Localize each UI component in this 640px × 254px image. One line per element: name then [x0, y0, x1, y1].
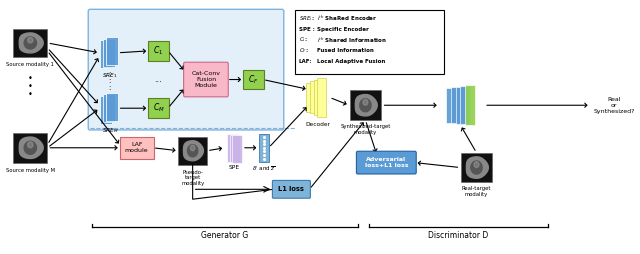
Text: Real
or
Synthesized?: Real or Synthesized?: [593, 97, 635, 114]
Text: ...: ...: [154, 75, 163, 84]
Polygon shape: [28, 142, 33, 148]
FancyBboxPatch shape: [314, 80, 322, 115]
Text: $i^{th}$ Shared Information: $i^{th}$ Shared Information: [317, 35, 387, 45]
Text: Adversarial
loss+L1 loss: Adversarial loss+L1 loss: [365, 157, 408, 168]
Text: $SRE_M$: $SRE_M$: [102, 126, 118, 135]
Polygon shape: [360, 99, 371, 112]
Polygon shape: [188, 145, 198, 157]
Text: $i^{th}$ ShaRed Encoder: $i^{th}$ ShaRed Encoder: [317, 13, 378, 23]
Text: $C_1$: $C_1$: [154, 45, 164, 57]
FancyBboxPatch shape: [451, 87, 460, 123]
FancyBboxPatch shape: [103, 39, 115, 67]
Polygon shape: [363, 99, 368, 105]
FancyBboxPatch shape: [100, 96, 113, 123]
FancyBboxPatch shape: [356, 151, 416, 174]
Polygon shape: [19, 137, 44, 158]
FancyBboxPatch shape: [295, 10, 444, 74]
Polygon shape: [24, 37, 36, 49]
Text: Discriminator D: Discriminator D: [428, 231, 488, 240]
FancyBboxPatch shape: [273, 180, 310, 198]
FancyBboxPatch shape: [184, 62, 228, 97]
FancyBboxPatch shape: [88, 9, 284, 130]
FancyBboxPatch shape: [460, 86, 470, 124]
Polygon shape: [471, 161, 482, 174]
FancyBboxPatch shape: [13, 29, 47, 57]
FancyBboxPatch shape: [230, 135, 240, 162]
FancyBboxPatch shape: [317, 78, 326, 117]
Text: LAF
module: LAF module: [125, 142, 148, 153]
Polygon shape: [24, 141, 36, 154]
Text: $C_F$: $C_F$: [248, 73, 259, 86]
Text: $\delta'$ and $\overline{z}$: $\delta'$ and $\overline{z}$: [252, 165, 276, 173]
FancyBboxPatch shape: [243, 70, 264, 89]
FancyBboxPatch shape: [106, 93, 118, 121]
FancyBboxPatch shape: [232, 135, 243, 163]
Text: Cat-Conv
Fusion
Module: Cat-Conv Fusion Module: [191, 71, 220, 88]
Text: $SRE_i$:: $SRE_i$:: [299, 14, 315, 23]
Text: Fused Information: Fused Information: [317, 48, 374, 53]
Text: •: •: [28, 90, 33, 99]
Text: $C_M$: $C_M$: [152, 102, 164, 115]
FancyBboxPatch shape: [148, 98, 169, 118]
Polygon shape: [28, 37, 33, 43]
Text: Decoder: Decoder: [305, 122, 330, 127]
FancyBboxPatch shape: [106, 38, 118, 65]
FancyBboxPatch shape: [306, 83, 315, 112]
Polygon shape: [184, 141, 204, 161]
FancyBboxPatch shape: [350, 90, 381, 120]
Text: $C_i$:: $C_i$:: [299, 36, 308, 44]
FancyBboxPatch shape: [148, 41, 169, 61]
Text: Local Adaptive Fusion: Local Adaptive Fusion: [317, 59, 385, 64]
Text: Synthesized-target
modality: Synthesized-target modality: [340, 124, 390, 135]
Text: LAF:: LAF:: [299, 59, 312, 64]
FancyBboxPatch shape: [259, 134, 269, 162]
FancyBboxPatch shape: [456, 87, 465, 124]
Text: $C_F$:: $C_F$:: [299, 46, 309, 55]
FancyBboxPatch shape: [446, 88, 456, 123]
Text: Generator G: Generator G: [202, 231, 248, 240]
Polygon shape: [474, 162, 479, 168]
Text: :
:
:: : : :: [108, 71, 110, 90]
Text: L1 loss: L1 loss: [278, 186, 304, 192]
FancyBboxPatch shape: [120, 137, 154, 159]
Text: Specific Encoder: Specific Encoder: [317, 27, 369, 31]
FancyBboxPatch shape: [179, 137, 207, 165]
Text: •: •: [28, 74, 33, 83]
FancyBboxPatch shape: [100, 40, 113, 68]
FancyBboxPatch shape: [461, 153, 492, 182]
Polygon shape: [467, 157, 488, 178]
Text: Source modality 1: Source modality 1: [6, 62, 54, 67]
FancyBboxPatch shape: [13, 133, 47, 163]
Text: •: •: [28, 82, 33, 91]
Text: $SRE_1$: $SRE_1$: [102, 71, 118, 80]
Text: SPE: SPE: [229, 165, 240, 170]
FancyBboxPatch shape: [310, 81, 319, 114]
Text: Source modality M: Source modality M: [6, 168, 55, 172]
Polygon shape: [190, 145, 195, 151]
Polygon shape: [19, 33, 44, 53]
Text: SPE :: SPE :: [299, 27, 315, 31]
Text: Real-target
modality: Real-target modality: [461, 186, 492, 197]
FancyBboxPatch shape: [465, 85, 475, 125]
FancyBboxPatch shape: [227, 134, 237, 162]
Polygon shape: [355, 94, 377, 116]
Text: Pseudo-
target
modality: Pseudo- target modality: [181, 169, 204, 186]
FancyBboxPatch shape: [103, 94, 115, 122]
